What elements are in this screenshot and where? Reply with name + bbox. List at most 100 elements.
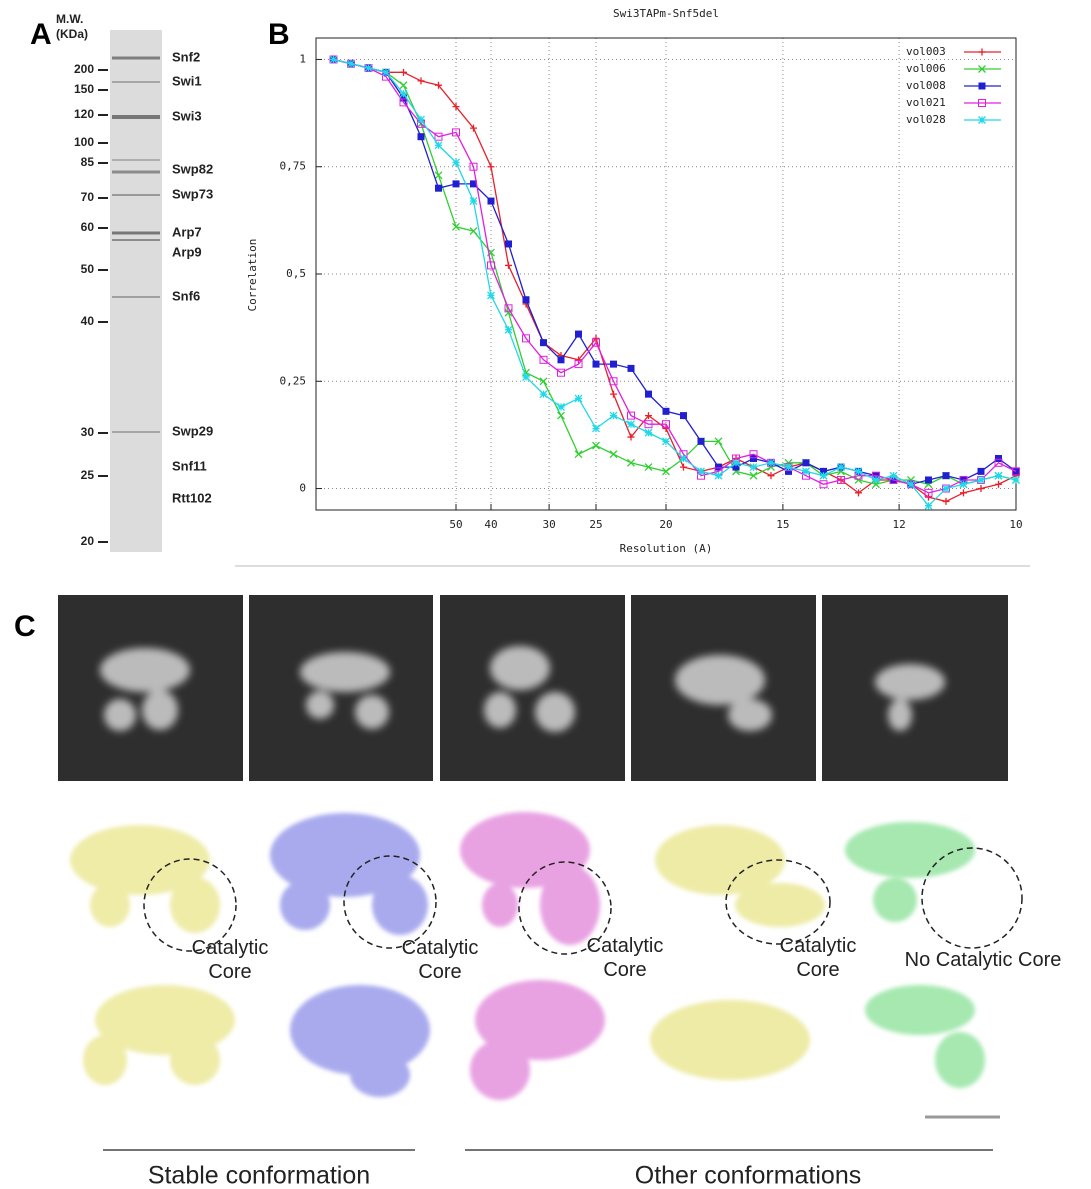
data-point bbox=[487, 261, 495, 270]
data-point bbox=[504, 304, 513, 313]
gel-band bbox=[112, 170, 160, 174]
data-point bbox=[522, 296, 530, 304]
data-point bbox=[854, 467, 863, 476]
data-point bbox=[434, 141, 443, 150]
protein-label: Swp73 bbox=[172, 186, 213, 201]
data-point bbox=[644, 420, 653, 429]
data-point bbox=[662, 407, 670, 415]
data-point bbox=[644, 463, 653, 472]
panel-label: A bbox=[30, 18, 52, 51]
data-point bbox=[837, 463, 845, 472]
data-point bbox=[959, 480, 968, 489]
mw-label: 70 bbox=[81, 190, 95, 204]
data-point bbox=[925, 493, 932, 501]
protein-label: Arp7 bbox=[172, 224, 202, 239]
mw-label: 100 bbox=[74, 135, 94, 149]
data-point bbox=[452, 158, 460, 167]
chart: Swi3TAPm-Snf5del 0 0,25 0,5 0,75 1 50 40 30 25 20 1… bbox=[246, 7, 1023, 555]
annotation: Catalytic Core bbox=[191, 937, 269, 983]
legend-marker bbox=[978, 48, 986, 56]
data-point bbox=[505, 261, 512, 269]
data-point bbox=[785, 467, 792, 475]
data-point bbox=[679, 454, 688, 463]
data-point bbox=[417, 115, 425, 124]
data-point bbox=[1012, 467, 1020, 476]
data-point bbox=[977, 476, 985, 484]
data-point bbox=[802, 467, 810, 476]
gel-band bbox=[112, 194, 160, 196]
data-point bbox=[574, 360, 583, 369]
3d-reconstructions bbox=[70, 812, 985, 1100]
data-point bbox=[994, 471, 1003, 480]
data-point bbox=[435, 81, 442, 89]
data-point bbox=[960, 489, 967, 497]
mw-label: 85 bbox=[81, 155, 95, 169]
data-point bbox=[609, 411, 618, 420]
data-point bbox=[417, 133, 425, 141]
mw-label: 25 bbox=[81, 468, 95, 482]
data-point bbox=[470, 124, 477, 132]
gel-band bbox=[112, 159, 160, 161]
gel-band bbox=[112, 296, 160, 298]
annotation: Catalytic Core bbox=[779, 935, 857, 981]
data-point bbox=[504, 308, 513, 317]
data-point bbox=[924, 501, 933, 510]
data-point bbox=[400, 68, 407, 76]
y-tick-label: 1 bbox=[299, 52, 306, 65]
data-point bbox=[854, 476, 863, 484]
data-point bbox=[627, 458, 635, 467]
data-point bbox=[610, 390, 617, 398]
legend-marker bbox=[978, 82, 986, 90]
data-point bbox=[539, 377, 548, 386]
data-point bbox=[575, 330, 582, 338]
legend-label: vol006 bbox=[906, 62, 946, 75]
data-point bbox=[784, 463, 793, 472]
data-point bbox=[592, 360, 600, 368]
mw-label: 60 bbox=[81, 220, 95, 234]
data-point bbox=[574, 450, 583, 459]
x-tick-label: 30 bbox=[542, 518, 555, 531]
data-point bbox=[504, 325, 513, 334]
data-point bbox=[435, 184, 442, 192]
data-point bbox=[749, 450, 758, 459]
data-point bbox=[977, 485, 985, 493]
legend-marker bbox=[978, 65, 986, 73]
data-point bbox=[575, 356, 582, 364]
x-axis-label: Resolution (A) bbox=[620, 542, 713, 555]
data-point bbox=[539, 355, 548, 364]
y-tick-label: 0,5 bbox=[286, 267, 306, 280]
protein-label: Snf11 bbox=[172, 458, 207, 473]
protein-label: Rtt102 bbox=[172, 490, 212, 505]
em-image bbox=[440, 595, 625, 781]
data-point bbox=[750, 455, 757, 463]
data-point bbox=[400, 94, 407, 102]
data-point bbox=[627, 364, 635, 372]
legend-marker bbox=[978, 99, 986, 107]
data-point bbox=[610, 360, 617, 368]
y-tick-label: 0 bbox=[299, 482, 306, 495]
em-density bbox=[100, 646, 945, 732]
data-point bbox=[609, 377, 618, 386]
data-point bbox=[924, 488, 933, 497]
x-tick-label: 10 bbox=[1009, 518, 1022, 531]
group-label: Stable conformation bbox=[148, 1162, 370, 1189]
data-point bbox=[627, 433, 635, 441]
data-point bbox=[680, 412, 687, 420]
data-point bbox=[802, 459, 810, 467]
data-point bbox=[644, 428, 653, 437]
data-point bbox=[697, 437, 705, 445]
data-point bbox=[469, 227, 478, 236]
data-point bbox=[995, 455, 1002, 463]
data-point bbox=[399, 81, 408, 90]
data-point bbox=[557, 356, 565, 364]
data-point bbox=[767, 458, 775, 467]
data-point bbox=[627, 411, 635, 420]
data-point bbox=[487, 291, 495, 300]
mw-label: 120 bbox=[74, 107, 94, 121]
data-point bbox=[470, 180, 477, 188]
data-point bbox=[609, 450, 618, 459]
data-point bbox=[942, 497, 950, 505]
data-point bbox=[592, 441, 600, 450]
